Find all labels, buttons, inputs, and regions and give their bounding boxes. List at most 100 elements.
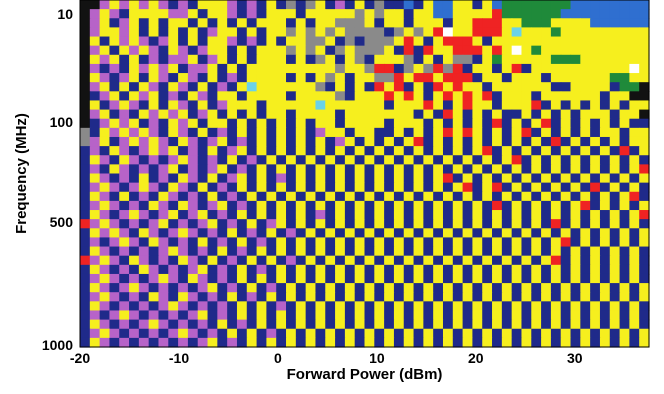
heatmap-cell <box>403 146 415 156</box>
heatmap-cells <box>80 0 650 348</box>
heatmap-cell <box>256 73 267 83</box>
heatmap-cell <box>80 319 91 330</box>
heatmap-cell <box>374 228 385 239</box>
heatmap-cell <box>187 191 199 202</box>
heatmap-cell <box>472 0 483 10</box>
heatmap-cell <box>423 283 434 293</box>
heatmap-cell <box>344 283 356 293</box>
heatmap-cell <box>492 18 503 28</box>
heatmap-cell <box>511 219 523 229</box>
heatmap-cell <box>246 146 258 156</box>
heatmap-cell <box>80 36 91 47</box>
heatmap-cell <box>462 109 474 120</box>
heatmap-cell <box>276 45 287 56</box>
heatmap-cell <box>138 200 150 211</box>
heatmap-cell <box>227 173 238 184</box>
heatmap-cell <box>472 9 483 19</box>
heatmap-cell <box>521 164 532 175</box>
heatmap-cell <box>246 155 258 165</box>
heatmap-cell <box>590 283 601 293</box>
heatmap-cell <box>501 283 513 293</box>
heatmap-cell <box>639 337 650 348</box>
heatmap-cell <box>452 283 464 293</box>
heatmap-cell <box>570 337 581 348</box>
heatmap-cell <box>472 136 483 147</box>
heatmap-cell <box>599 36 611 47</box>
heatmap-cell <box>374 264 385 275</box>
heatmap-cell <box>158 27 169 38</box>
heatmap-cell <box>501 182 513 193</box>
heatmap-cell <box>590 246 601 257</box>
heatmap-cell <box>266 36 277 47</box>
heatmap-cell <box>305 18 317 28</box>
heatmap-cell <box>609 54 621 65</box>
heatmap-cell <box>580 0 591 10</box>
heatmap-cell <box>364 109 375 120</box>
heatmap-cell <box>129 18 140 28</box>
heatmap-cell <box>423 310 434 321</box>
heatmap-cell <box>325 136 336 147</box>
heatmap-cell <box>384 155 395 165</box>
heatmap-cell <box>325 246 336 257</box>
heatmap-cell <box>629 91 640 102</box>
heatmap-cell <box>256 173 267 184</box>
heatmap-cell <box>590 200 601 211</box>
heatmap-cell <box>335 210 346 220</box>
heatmap-cell <box>109 155 120 165</box>
heatmap-cell <box>442 73 454 83</box>
heatmap-cell <box>570 100 581 111</box>
heatmap-cell <box>227 237 238 248</box>
heatmap-cell <box>99 127 111 138</box>
heatmap-cell <box>168 283 179 293</box>
heatmap-cell <box>276 0 287 10</box>
heatmap-cell <box>295 182 307 193</box>
heatmap-cell <box>99 63 111 74</box>
heatmap-cell <box>629 109 640 120</box>
heatmap-cell <box>99 100 111 111</box>
heatmap-cell <box>315 164 326 175</box>
heatmap-cell <box>541 109 552 120</box>
heatmap-cell <box>423 100 434 111</box>
heatmap-cell <box>423 63 434 74</box>
heatmap-cell <box>403 337 415 348</box>
heatmap-cell <box>335 155 346 165</box>
heatmap-cell <box>413 0 424 10</box>
heatmap-cell <box>433 91 444 102</box>
heatmap-cell <box>580 301 591 312</box>
heatmap-cell <box>354 219 366 229</box>
heatmap-cell <box>501 301 513 312</box>
heatmap-cell <box>217 9 228 19</box>
heatmap-cell <box>246 273 258 284</box>
heatmap-cell <box>442 0 454 10</box>
heatmap-cell <box>354 36 366 47</box>
heatmap-cell <box>442 219 454 229</box>
heatmap-cell <box>295 219 307 229</box>
heatmap-cell <box>374 136 385 147</box>
heatmap-cell <box>354 301 366 312</box>
heatmap-cell <box>197 301 209 312</box>
heatmap-cell <box>207 301 218 312</box>
heatmap-cell <box>501 27 513 38</box>
heatmap-cell <box>178 136 189 147</box>
heatmap-cell <box>462 63 474 74</box>
heatmap-cell <box>178 36 189 47</box>
heatmap-cell <box>492 210 503 220</box>
heatmap-cell <box>217 255 228 266</box>
heatmap-cell <box>423 164 434 175</box>
heatmap-cell <box>501 54 513 65</box>
heatmap-cell <box>462 118 474 129</box>
heatmap-cell <box>119 228 130 239</box>
heatmap-cell <box>89 200 101 211</box>
heatmap-cell <box>197 0 209 10</box>
heatmap-cell <box>442 155 454 165</box>
heatmap-cell <box>531 136 542 147</box>
heatmap-cell <box>276 155 287 165</box>
heatmap-cell <box>492 54 503 65</box>
heatmap-cell <box>560 63 572 74</box>
heatmap-cell <box>168 136 179 147</box>
heatmap-cell <box>178 73 189 83</box>
heatmap-cell <box>590 136 601 147</box>
heatmap-cell <box>256 200 267 211</box>
heatmap-cell <box>227 292 238 302</box>
heatmap-cell <box>256 255 267 266</box>
